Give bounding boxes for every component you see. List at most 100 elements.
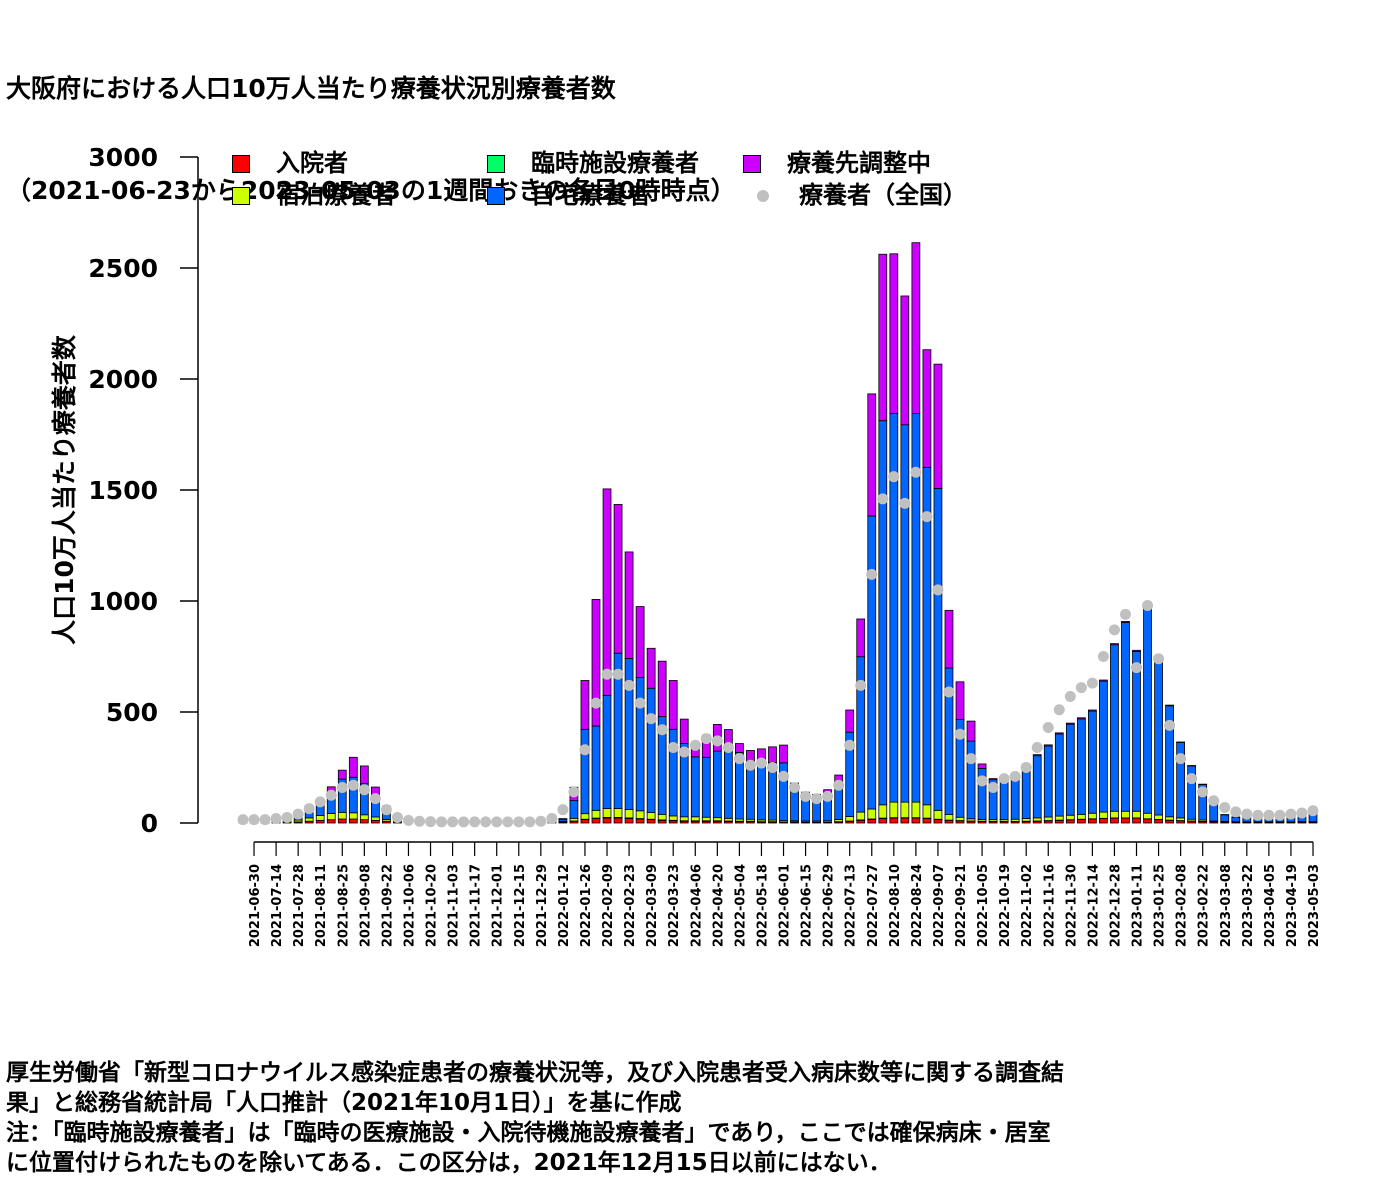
national-dot bbox=[1097, 651, 1109, 662]
bar-segment bbox=[1076, 718, 1086, 815]
bar-segment bbox=[690, 756, 700, 818]
national-dot bbox=[634, 697, 646, 709]
bar-segment bbox=[1143, 608, 1152, 814]
legend-item-home: 自宅療養者 bbox=[487, 175, 651, 210]
legend-item-hotel: 宿泊療養者 bbox=[232, 175, 396, 210]
bar-segment bbox=[856, 811, 866, 821]
x-tick-label: 2022-06-01 bbox=[778, 864, 793, 947]
bar-segment bbox=[1143, 812, 1152, 820]
x-tick-label: 2022-02-09 bbox=[601, 864, 616, 947]
national-dot bbox=[711, 735, 723, 747]
x-tick-label: 2022-06-29 bbox=[822, 864, 837, 947]
national-dot bbox=[1274, 809, 1286, 821]
bar-segment bbox=[878, 253, 888, 422]
footnote-line3: 注：「臨時施設療養者」は「臨時の医療施設・入院待機施設療養者」であり，ここでは確… bbox=[6, 1120, 1051, 1146]
bar-segment bbox=[933, 809, 943, 820]
national-dot bbox=[855, 679, 867, 691]
bar-segment bbox=[591, 809, 601, 819]
bar-segment bbox=[911, 242, 921, 415]
bar-segment bbox=[900, 295, 910, 426]
x-tick-label: 2023-01-11 bbox=[1131, 864, 1146, 947]
chart-title-line2: （2021-06-23から2023-05-03の1週間おきの各日0時時点） bbox=[6, 176, 736, 205]
national-dot bbox=[1219, 801, 1231, 813]
x-tick-label: 2021-09-22 bbox=[380, 864, 395, 947]
bar-segment bbox=[304, 817, 314, 822]
bar-segment bbox=[1154, 819, 1163, 824]
bar-segment bbox=[1076, 813, 1086, 820]
bar-segment bbox=[602, 694, 612, 809]
national-dot bbox=[336, 781, 348, 793]
national-dot bbox=[480, 816, 492, 828]
national-dot bbox=[281, 811, 293, 823]
bar-segment bbox=[635, 818, 645, 824]
bar-segment bbox=[657, 660, 667, 718]
legend-item-national: 療養者（全国） bbox=[755, 175, 967, 210]
bar-segment bbox=[624, 809, 634, 819]
national-dot bbox=[1175, 753, 1187, 765]
x-tick-label: 2023-02-08 bbox=[1175, 864, 1190, 947]
bar-segment bbox=[900, 817, 910, 824]
legend-label-hotel: 宿泊療養者 bbox=[276, 181, 396, 209]
national-dot bbox=[623, 679, 635, 691]
national-dot bbox=[811, 793, 823, 805]
bar-segment bbox=[768, 746, 777, 763]
bar-segment bbox=[845, 816, 855, 822]
bar-segment bbox=[944, 814, 954, 821]
bar-segment bbox=[580, 819, 590, 824]
national-dot bbox=[877, 493, 889, 505]
bar-segment bbox=[856, 618, 866, 658]
national-dot bbox=[1119, 608, 1131, 620]
bar-segment bbox=[878, 420, 888, 806]
national-dot bbox=[535, 815, 547, 827]
bar-segment bbox=[569, 800, 579, 819]
bar-segment bbox=[613, 808, 623, 818]
bar-segment bbox=[712, 817, 722, 822]
national-dot bbox=[943, 686, 955, 698]
bar-segment bbox=[1110, 644, 1119, 812]
bar-segment bbox=[1032, 817, 1042, 822]
bar-segment bbox=[591, 725, 601, 811]
national-dot bbox=[1252, 809, 1264, 821]
legend-label-temporary-facility: 臨時施設療養者 bbox=[531, 149, 699, 177]
national-dot bbox=[1108, 624, 1120, 636]
national-dot bbox=[822, 790, 834, 802]
x-tick-label: 2022-08-10 bbox=[888, 864, 903, 947]
x-tick-label: 2022-10-05 bbox=[976, 864, 991, 947]
national-dot bbox=[998, 773, 1010, 785]
national-dot bbox=[1186, 773, 1198, 785]
national-dot bbox=[380, 804, 392, 816]
bar-segment bbox=[933, 363, 943, 489]
legend-swatch-hospitalized bbox=[232, 155, 250, 173]
bar-segment bbox=[1121, 810, 1130, 819]
national-dot bbox=[413, 815, 425, 827]
x-tick-label: 2021-09-08 bbox=[358, 864, 373, 947]
bar-segment bbox=[1032, 755, 1042, 819]
national-dot bbox=[358, 784, 370, 796]
bar-segment bbox=[889, 817, 899, 824]
bar-segment bbox=[359, 819, 369, 824]
national-dot bbox=[987, 781, 999, 793]
bar-segment bbox=[1088, 812, 1097, 820]
national-dot bbox=[1053, 704, 1065, 716]
national-dot bbox=[436, 816, 448, 828]
bar-segment bbox=[602, 808, 612, 818]
bar-segment bbox=[1099, 811, 1108, 819]
bar-segment bbox=[999, 779, 1009, 821]
bar-segment bbox=[1165, 704, 1174, 707]
bar-segment bbox=[988, 778, 998, 781]
bar-segment bbox=[348, 812, 358, 820]
national-dot bbox=[292, 808, 304, 820]
bar-segment bbox=[337, 769, 347, 780]
footnote-line2: 果」と総務省統計局「人口推計（2021年10月1日）」を基に作成 bbox=[6, 1090, 682, 1116]
bar-segment bbox=[1076, 819, 1086, 824]
bar-segment bbox=[558, 818, 568, 821]
x-tick-label: 2023-02-22 bbox=[1197, 864, 1212, 947]
bar-segment bbox=[1143, 818, 1152, 824]
national-dot bbox=[888, 471, 900, 483]
bar-segment bbox=[326, 813, 336, 821]
x-tick-label: 2023-04-05 bbox=[1263, 864, 1278, 947]
x-tick-label: 2022-01-12 bbox=[557, 864, 572, 947]
bar-segment bbox=[1121, 817, 1130, 824]
y-tick-label: 1000 bbox=[88, 587, 158, 616]
national-dot bbox=[976, 775, 988, 787]
